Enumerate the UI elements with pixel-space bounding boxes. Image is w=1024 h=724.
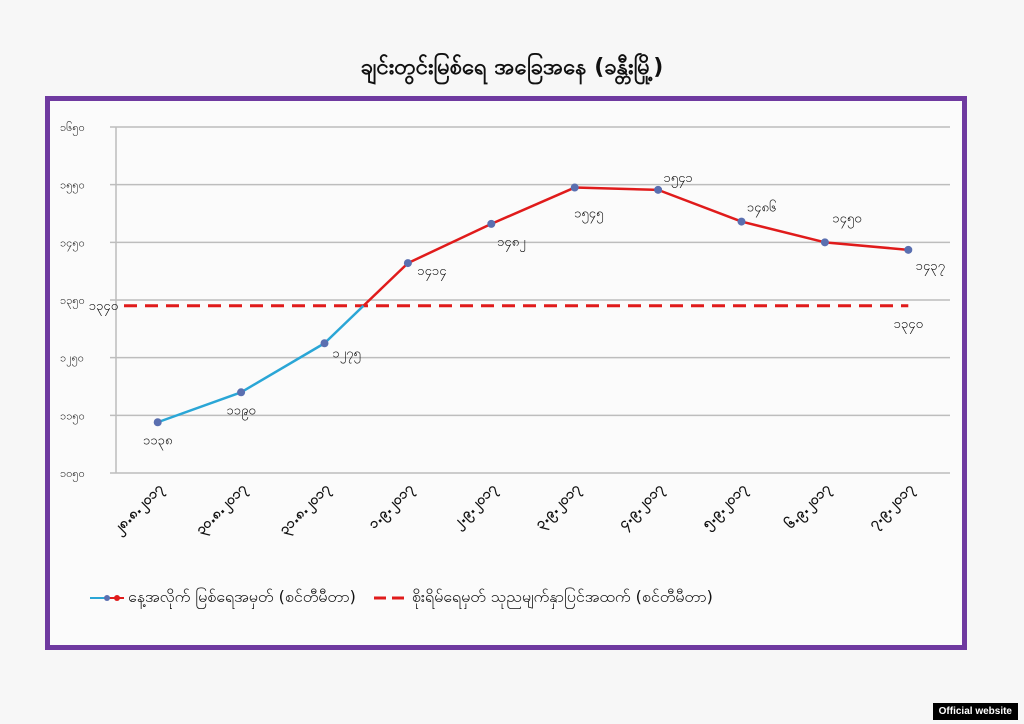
data-point bbox=[320, 339, 329, 348]
data-label: ၁၄၃၇ bbox=[916, 259, 945, 276]
data-point bbox=[654, 185, 663, 194]
x-tick-label: ၃၀.၈.၂၀၁၇ bbox=[193, 480, 253, 540]
y-tick-label: ၁၁၅၀ bbox=[60, 409, 85, 424]
x-tick-label: ၆.၉.၂၀၁၇ bbox=[781, 479, 836, 534]
y-tick-label: ၁၃၅၀ bbox=[60, 294, 85, 309]
x-tick-label: ၂၈.၈.၂၀၁၇ bbox=[110, 480, 169, 539]
legend-label: နေ့အလိုက် မြစ်ရေအမှတ် (စင်တီမီတာ) bbox=[128, 587, 356, 606]
chart-frame: ၁၀၅၀ ၁၁၅၀ ၁၂၅၀ ၁၃၅၀ ၁၄၅၀ ၁၅၅၀ ၁၆၅၀၂၈.၈.၂၀၁၇ ၃၀.… bbox=[45, 96, 967, 650]
data-point bbox=[153, 418, 162, 427]
data-label: ၁၄၁၄ bbox=[417, 264, 447, 281]
data-label: ၁၃၄၀ bbox=[894, 317, 923, 334]
chart-title: ချင်းတွင်းမြစ်ရေ အခြေအနေ (ခန္တီးမြို့) bbox=[360, 55, 664, 80]
legend-label: စိုးရိမ်ရေမှတ် သုညမျက်နှာပြင်အထက် (စင်တီ… bbox=[411, 587, 713, 606]
y-tick-label: ၁၂၅၀ bbox=[60, 352, 84, 367]
solid-line-marker-icon bbox=[90, 595, 124, 601]
data-point bbox=[820, 238, 829, 247]
y-tick-label: ၁၄၅၀ bbox=[60, 236, 85, 251]
data-label: ၁၅၄၅ bbox=[574, 207, 603, 224]
data-point bbox=[737, 217, 746, 226]
y-tick-label: ၁၅၅၀ bbox=[60, 179, 85, 194]
data-point bbox=[570, 183, 579, 192]
data-label: ၁၃၄၀ bbox=[89, 299, 118, 316]
x-tick-label: ၄.၉.၂၀၁၇ bbox=[615, 480, 669, 534]
data-point bbox=[487, 219, 496, 228]
x-tick-label: ၃.၉.၂၀၁၇ bbox=[532, 480, 586, 534]
x-tick-label: ၃၁.၈.၂၀၁၇ bbox=[276, 480, 336, 540]
data-label: ၁၂၇၅ bbox=[332, 346, 360, 363]
official-website-badge: Official website bbox=[932, 703, 1018, 720]
data-point bbox=[237, 388, 246, 397]
y-tick-label: ၁၀၅၀ bbox=[60, 467, 85, 482]
y-tick-label: ၁၆၅၀ bbox=[60, 121, 85, 136]
data-point bbox=[403, 259, 412, 268]
x-tick-label: ၇.၉.၂၀၁၇ bbox=[866, 480, 920, 534]
legend-item-water-level: နေ့အလိုက် မြစ်ရေအမှတ် (စင်တီမီတာ) bbox=[90, 586, 356, 610]
dashed-line-icon bbox=[373, 596, 408, 600]
legend: နေ့အလိုက် မြစ်ရေအမှတ် (စင်တီမီတာ) စိုးရိ… bbox=[90, 586, 950, 610]
data-label: ၁၁၉၀ bbox=[226, 403, 255, 420]
data-label: ၁၁၃၈ bbox=[143, 433, 172, 450]
x-tick-label: ၁.၉.၂၀၁၇ bbox=[365, 480, 419, 534]
legend-item-danger-level: စိုးရိမ်ရေမှတ် သုညမျက်နှာပြင်အထက် (စင်တီ… bbox=[373, 586, 713, 610]
x-tick-label: ၅.၉.၂၀၁၇ bbox=[699, 480, 753, 534]
data-label: ၁၄၈၂ bbox=[497, 235, 525, 252]
data-label: ၁၄၈၆ bbox=[747, 200, 776, 218]
data-point bbox=[904, 245, 913, 254]
data-label: ၁၅၄၁ bbox=[663, 171, 692, 188]
x-tick-label: ၂.၉.၂၀၁၇ bbox=[449, 480, 503, 534]
data-label: ၁၄၅၀ bbox=[832, 211, 861, 228]
